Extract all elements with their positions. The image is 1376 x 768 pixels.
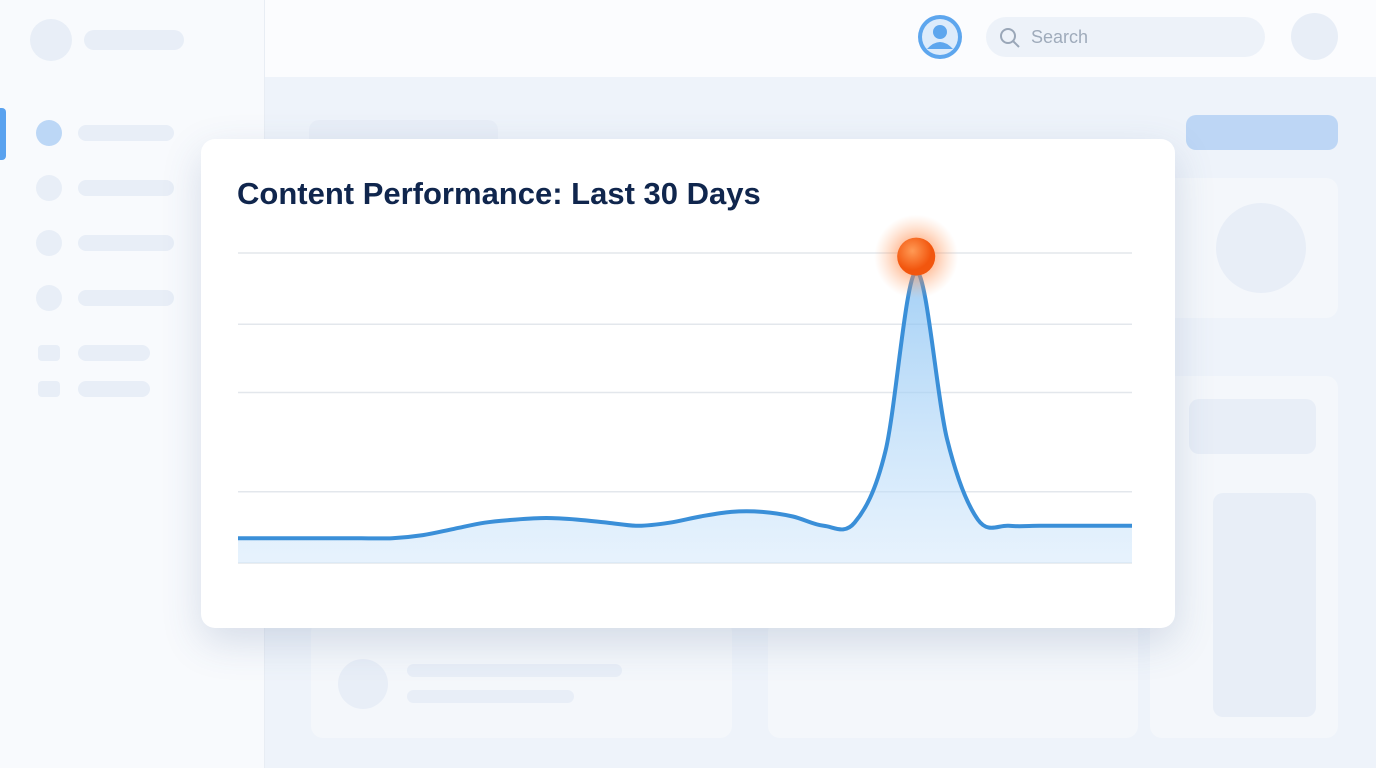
chart-title: Content Performance: Last 30 Days bbox=[237, 176, 761, 211]
search-box[interactable]: Search bbox=[986, 17, 1265, 57]
panel-item bbox=[1213, 493, 1316, 717]
bottom-panel bbox=[768, 620, 1138, 738]
bottom-avatar bbox=[338, 659, 388, 709]
nav-icon[interactable] bbox=[36, 230, 62, 256]
active-indicator bbox=[0, 108, 6, 160]
user-menu[interactable] bbox=[1291, 13, 1338, 60]
nav-icon[interactable] bbox=[36, 285, 62, 311]
panel-item bbox=[1189, 399, 1316, 454]
nav-icon[interactable] bbox=[36, 120, 62, 146]
chart-card: Content Performance: Last 30 Days bbox=[201, 139, 1175, 628]
peak-marker bbox=[897, 237, 936, 276]
nav-item[interactable] bbox=[78, 235, 174, 251]
header: Search bbox=[265, 0, 1376, 77]
nav-item[interactable] bbox=[78, 290, 174, 306]
area bbox=[238, 271, 1132, 563]
logo-text bbox=[84, 30, 184, 50]
nav-item[interactable] bbox=[78, 180, 174, 196]
nav-icon[interactable] bbox=[38, 345, 60, 361]
nav-icon[interactable] bbox=[38, 381, 60, 397]
nav-item[interactable] bbox=[78, 125, 174, 141]
panel-avatar bbox=[1216, 203, 1306, 293]
nav-item[interactable] bbox=[78, 381, 150, 397]
action-button[interactable] bbox=[1186, 115, 1338, 150]
bottom-line bbox=[407, 664, 622, 677]
bottom-line bbox=[407, 690, 574, 703]
nav-icon[interactable] bbox=[36, 175, 62, 201]
logo bbox=[30, 19, 72, 61]
nav-item[interactable] bbox=[78, 345, 150, 361]
avatar[interactable] bbox=[916, 13, 964, 61]
chart bbox=[237, 214, 1132, 564]
search-icon bbox=[1000, 28, 1020, 48]
line bbox=[237, 269, 1132, 541]
search-placeholder: Search bbox=[1031, 27, 1089, 47]
